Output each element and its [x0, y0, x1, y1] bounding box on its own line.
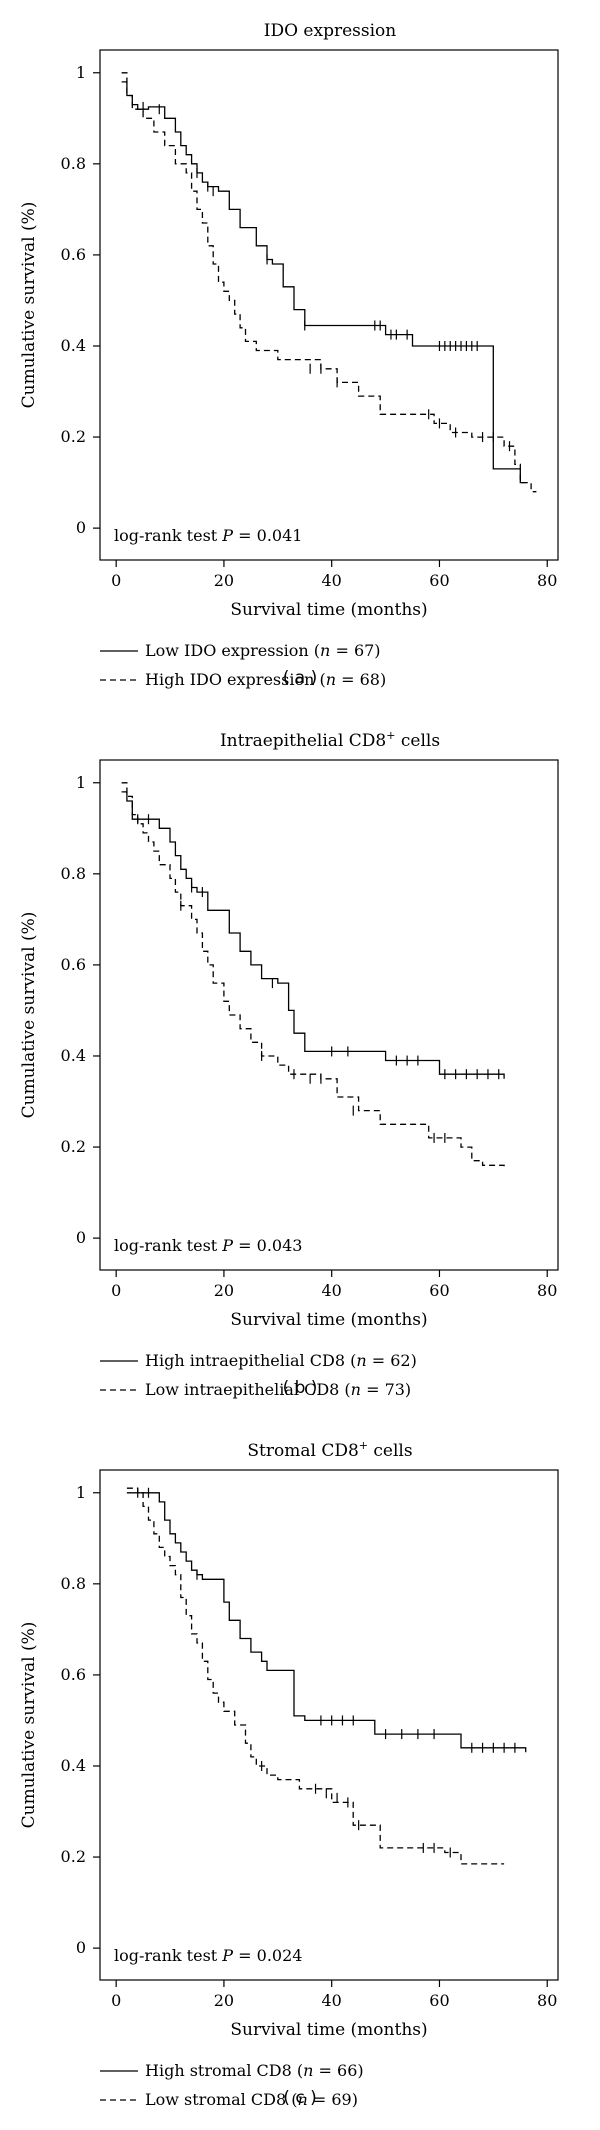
caption-a: ( a ): [282, 668, 318, 688]
y-tick-label-5: 1: [76, 63, 86, 82]
x-axis: 0 20 40 60 80: [111, 1270, 557, 1300]
series-line-dashed: [121, 72, 537, 493]
x-tick-label-2: 40: [322, 571, 342, 590]
logrank-annotation: log-rank test P = 0.043: [114, 1236, 302, 1255]
y-tick-label-0: 0: [76, 518, 86, 537]
legend-label-0: High stromal CD8 (n = 66): [145, 2061, 364, 2080]
plot-frame: [99, 1469, 559, 1981]
chart-b: Intraepithelial CD8+ cells Cumulative su…: [19, 729, 559, 1399]
y-tick-label-1: 0.2: [61, 1847, 86, 1866]
legend: Low IDO expression (n = 67) High IDO exp…: [100, 641, 386, 689]
x-tick-label-1: 20: [214, 1281, 234, 1300]
series-layer: [121, 782, 505, 1168]
series-line-dashed: [126, 1487, 505, 1865]
x-tick-label-1: 20: [214, 1991, 234, 2010]
y-tick-label-1: 0.2: [61, 427, 86, 446]
x-axis-label: Survival time (months): [230, 600, 427, 620]
legend-label-0: Low IDO expression (n = 67): [145, 641, 381, 660]
x-tick-label-1: 20: [214, 571, 234, 590]
y-tick-label-0: 0: [76, 1938, 86, 1957]
legend-label-1: High IDO expression (n = 68): [145, 670, 386, 689]
y-tick-label-2: 0.4: [61, 1756, 86, 1775]
chart-title: Stromal CD8+ cells: [247, 1439, 412, 1461]
legend: High intraepithelial CD8 (n = 62) Low in…: [100, 1351, 417, 1399]
y-axis-label: Cumulative survival (%): [19, 202, 39, 409]
y-tick-label-3: 0.6: [61, 1665, 86, 1684]
x-tick-label-0: 0: [111, 1991, 121, 2010]
y-tick-label-3: 0.6: [61, 955, 86, 974]
x-tick-label-2: 40: [322, 1281, 342, 1300]
legend: High stromal CD8 (n = 66) Low stromal CD…: [100, 2061, 364, 2109]
chart-title: Intraepithelial CD8+ cells: [220, 729, 440, 751]
caption-c: ( c ): [283, 2088, 317, 2108]
y-tick-label-3: 0.6: [61, 245, 86, 264]
series-line-solid: [121, 81, 526, 484]
y-axis: 0 0.2 0.4 0.6 0.8 1: [61, 1483, 100, 1957]
x-tick-label-0: 0: [111, 1281, 121, 1300]
x-tick-label-0: 0: [111, 571, 121, 590]
x-tick-label-2: 40: [322, 1991, 342, 2010]
x-axis: 0 20 40 60 80: [111, 560, 557, 590]
plot-frame: [99, 759, 559, 1271]
panel-c: Stromal CD8+ cells Cumulative survival (…: [0, 1420, 600, 2130]
chart-title: IDO expression: [264, 21, 397, 41]
x-tick-label-3: 60: [429, 1281, 449, 1300]
y-tick-label-0: 0: [76, 1228, 86, 1247]
y-tick-label-5: 1: [76, 1483, 86, 1502]
logrank-annotation: log-rank test P = 0.041: [114, 526, 302, 545]
y-tick-label-2: 0.4: [61, 336, 86, 355]
x-axis-label: Survival time (months): [230, 1310, 427, 1330]
chart-c: Stromal CD8+ cells Cumulative survival (…: [19, 1439, 559, 2109]
legend-label-1: Low stromal CD8 (n = 69): [145, 2090, 358, 2109]
series-layer: [126, 1487, 527, 1865]
y-axis: 0 0.2 0.4 0.6 0.8 1: [61, 773, 100, 1247]
y-tick-label-2: 0.4: [61, 1046, 86, 1065]
x-tick-label-4: 80: [537, 1991, 557, 2010]
x-axis-label: Survival time (months): [230, 2020, 427, 2040]
x-tick-label-4: 80: [537, 1281, 557, 1300]
x-tick-label-4: 80: [537, 571, 557, 590]
y-axis: 0 0.2 0.4 0.6 0.8 1: [61, 63, 100, 537]
panel-b: Intraepithelial CD8+ cells Cumulative su…: [0, 710, 600, 1420]
y-tick-label-4: 0.8: [61, 154, 86, 173]
y-axis-label: Cumulative survival (%): [19, 1622, 39, 1829]
series-layer: [121, 72, 537, 493]
y-tick-label-5: 1: [76, 773, 86, 792]
x-tick-label-3: 60: [429, 571, 449, 590]
series-line-solid: [121, 791, 505, 1079]
y-axis-label: Cumulative survival (%): [19, 912, 39, 1119]
logrank-annotation: log-rank test P = 0.024: [114, 1946, 302, 1965]
panel-a: IDO expression Cumulative survival (%) S…: [0, 0, 600, 710]
legend-label-1: Low intraepithelial CD8 (n = 73): [145, 1380, 411, 1399]
chart-a: IDO expression Cumulative survival (%) S…: [19, 21, 559, 689]
series-line-solid: [126, 1492, 527, 1753]
legend-label-0: High intraepithelial CD8 (n = 62): [145, 1351, 417, 1370]
y-tick-label-4: 0.8: [61, 1574, 86, 1593]
plot-frame: [99, 49, 559, 561]
y-tick-label-1: 0.2: [61, 1137, 86, 1156]
series-line-dashed: [121, 782, 505, 1168]
x-axis: 0 20 40 60 80: [111, 1980, 557, 2010]
caption-b: ( b ): [282, 1378, 318, 1398]
y-tick-label-4: 0.8: [61, 864, 86, 883]
x-tick-label-3: 60: [429, 1991, 449, 2010]
